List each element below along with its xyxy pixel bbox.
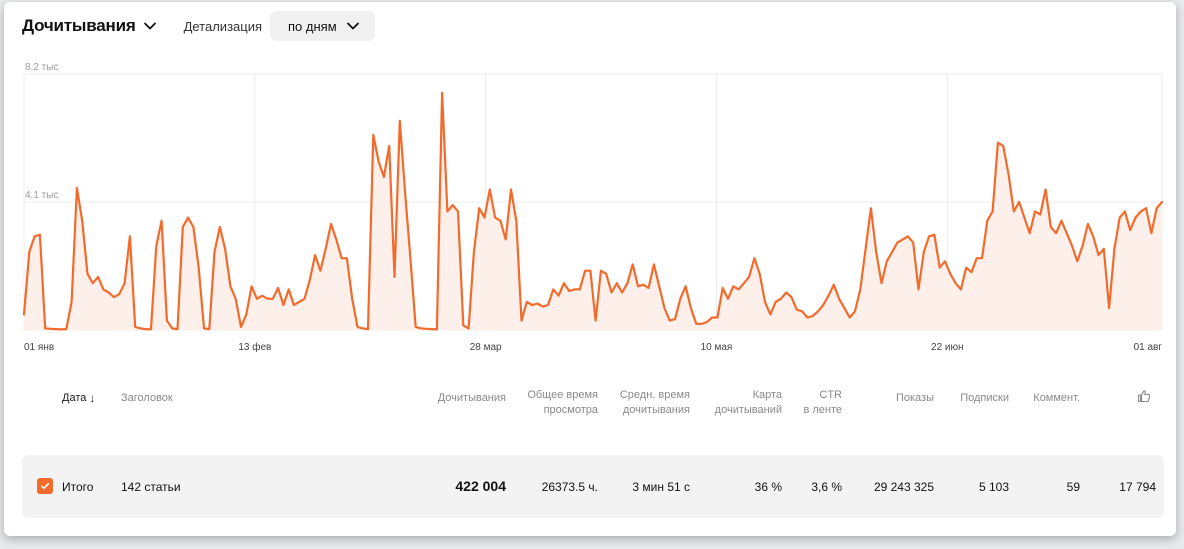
- col-date[interactable]: Дата ↓: [62, 391, 96, 405]
- y-tick-label: 8.2 тыс: [25, 62, 58, 73]
- metric-title: Дочитывания: [22, 16, 136, 35]
- detail-value: по дням: [288, 18, 337, 34]
- stats-card: Дочитывания Детализация по дням 8.2 тыс 4…: [4, 2, 1176, 536]
- series-line: [22, 91, 1164, 331]
- x-tick-label: 22 июн: [931, 342, 964, 353]
- col-shows[interactable]: Показы: [895, 392, 934, 404]
- x-tick-label: 13 фев: [238, 341, 271, 353]
- detail-label: Детализация: [183, 18, 263, 34]
- sort-down-icon: ↓: [89, 391, 96, 405]
- total-ctr: 3,6 %: [811, 480, 842, 494]
- check-icon: [41, 483, 50, 490]
- like-icon[interactable]: [1137, 389, 1151, 403]
- metric-selector[interactable]: Дочитывания: [22, 16, 158, 36]
- col-ctr[interactable]: CTR в ленте: [803, 389, 842, 416]
- total-reads: 422 004: [455, 478, 506, 494]
- total-read-map: 36 %: [754, 480, 782, 494]
- total-articles: 142 статьи: [121, 480, 181, 494]
- total-label: Итого: [62, 480, 94, 494]
- col-title[interactable]: Заголовок: [121, 392, 173, 404]
- select-all-checkbox[interactable]: [37, 478, 53, 494]
- total-shows: 29 243 325: [873, 480, 934, 494]
- x-tick-label: 10 мая: [701, 342, 733, 353]
- total-subs: 5 103: [978, 480, 1009, 494]
- col-avg-time[interactable]: Средн. время дочитывания: [619, 389, 690, 416]
- chevron-down-icon: [143, 22, 156, 30]
- col-subs[interactable]: Подписки: [960, 392, 1009, 404]
- table-header: Дата ↓ Заголовок Дочитывания Общее время…: [4, 388, 1176, 428]
- total-row: Итого 142 статьи 422 004 26373.5 ч. 3 ми…: [22, 455, 1164, 518]
- total-likes: 17 794: [1119, 480, 1156, 494]
- chart-header: Дочитывания Детализация по дням: [22, 10, 375, 42]
- total-avg-time: 3 мин 51 с: [632, 480, 690, 494]
- x-tick-label: 01 янв: [24, 342, 54, 353]
- col-reads[interactable]: Дочитывания: [437, 392, 506, 404]
- series-area: [24, 92, 1162, 330]
- col-comments[interactable]: Коммент.: [1033, 392, 1080, 404]
- detail-dropdown[interactable]: по дням: [270, 11, 375, 41]
- x-tick-label: 28 мар: [470, 342, 502, 353]
- col-read-map[interactable]: Карта дочитываний: [714, 389, 782, 416]
- chevron-down-icon: [346, 22, 359, 30]
- y-tick-label: 4.1 тыс: [25, 190, 58, 201]
- x-tick-label: 01 авг: [1134, 342, 1163, 353]
- total-comments: 59: [1066, 480, 1080, 494]
- col-total-time[interactable]: Общее время просмотра: [527, 389, 598, 416]
- total-time: 26373.5 ч.: [541, 480, 598, 494]
